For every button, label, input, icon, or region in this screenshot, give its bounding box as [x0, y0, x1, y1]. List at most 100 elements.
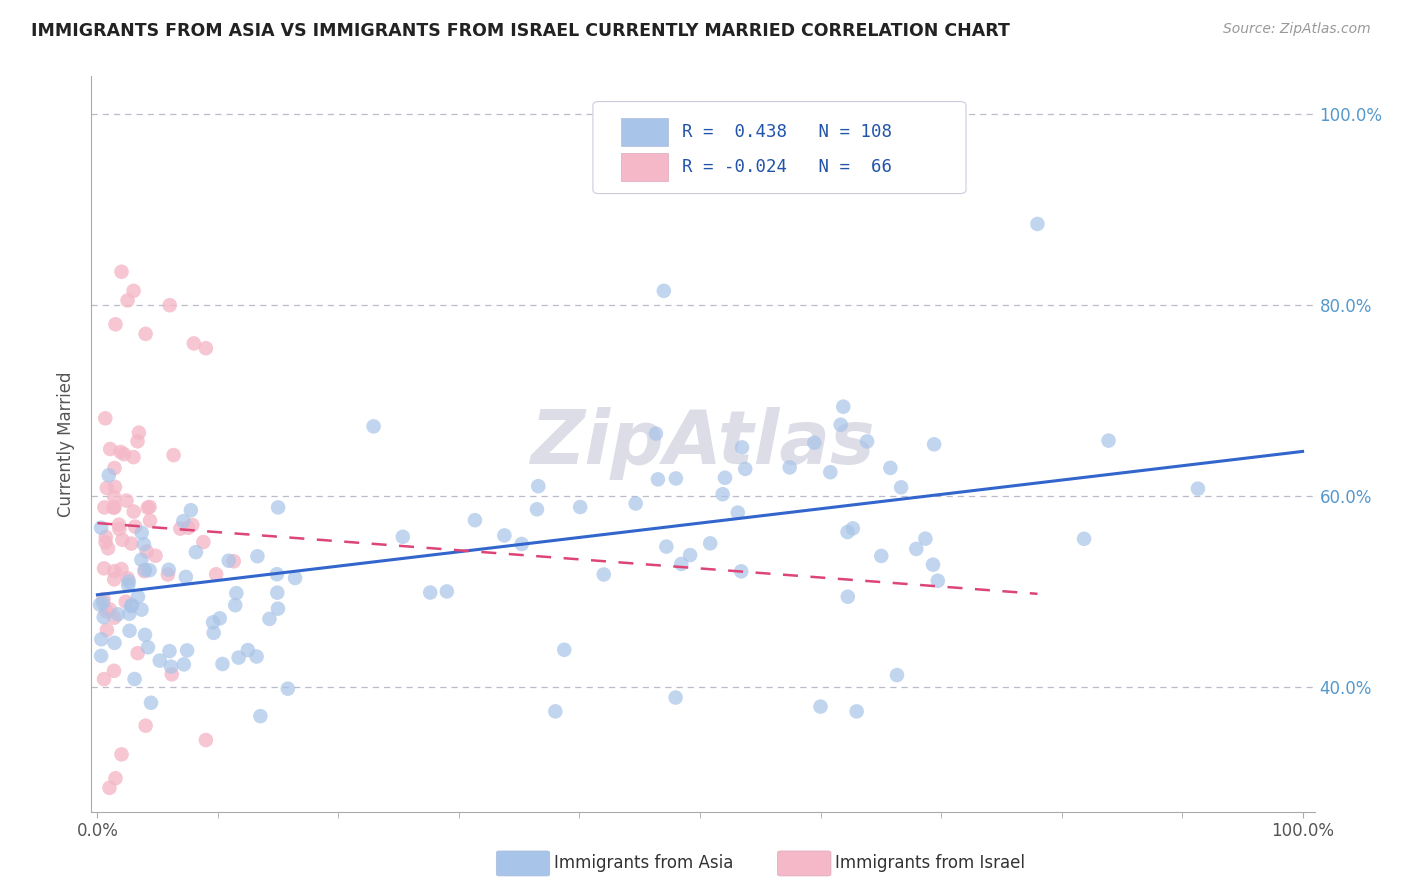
Point [118, 607, 141, 621]
Point [655, 540, 678, 554]
Point [117, 571, 139, 585]
Point [218, 554, 240, 568]
Text: Immigrants from Asia: Immigrants from Asia [554, 855, 734, 872]
Point [711, 487, 734, 501]
Point [104, 771, 127, 786]
Point [730, 565, 752, 579]
Point [122, 284, 145, 298]
Point [93, 610, 115, 624]
Point [131, 525, 153, 540]
Point [731, 441, 754, 455]
Point [592, 567, 614, 582]
Point [363, 419, 385, 434]
Point [156, 567, 179, 582]
Point [553, 642, 575, 657]
Point [97, 541, 120, 556]
Point [134, 564, 156, 578]
Point [870, 549, 893, 563]
Point [665, 690, 688, 705]
Point [162, 448, 184, 462]
Point [103, 461, 125, 475]
Point [93, 672, 115, 686]
Point [222, 554, 245, 568]
Point [103, 500, 125, 515]
Point [90, 521, 112, 535]
Point [837, 524, 859, 539]
Point [914, 532, 936, 546]
Point [93, 592, 115, 607]
Point [124, 519, 146, 533]
Point [436, 584, 458, 599]
Point [139, 696, 162, 710]
Point [159, 298, 181, 312]
Point [176, 643, 198, 657]
Point [647, 472, 669, 486]
Point [246, 549, 269, 564]
Point [922, 437, 945, 451]
Point [665, 471, 688, 485]
Point [90, 648, 112, 663]
Bar [621, 153, 668, 181]
Point [110, 562, 132, 576]
Point [886, 668, 908, 682]
Point [103, 500, 125, 515]
Point [96, 481, 118, 495]
Point [173, 657, 195, 672]
Point [267, 500, 290, 515]
Point [94, 411, 117, 425]
Point [905, 541, 928, 556]
Point [121, 598, 143, 612]
Point [138, 563, 160, 577]
Point [120, 536, 142, 550]
Point [117, 293, 139, 308]
Point [103, 573, 125, 587]
Point [94, 535, 117, 549]
Point [139, 514, 162, 528]
Point [174, 570, 197, 584]
Text: ZipAtlas: ZipAtlas [530, 408, 876, 480]
Point [837, 590, 859, 604]
Point [820, 465, 842, 479]
Point [202, 626, 225, 640]
Point [128, 425, 150, 440]
FancyBboxPatch shape [593, 102, 966, 194]
Text: Source: ZipAtlas.com: Source: ZipAtlas.com [1223, 22, 1371, 37]
Point [225, 586, 247, 600]
Point [89, 598, 111, 612]
Point [124, 672, 146, 686]
Point [108, 522, 131, 536]
Point [134, 563, 156, 577]
Text: Immigrants from Israel: Immigrants from Israel [835, 855, 1025, 872]
Point [245, 649, 267, 664]
Point [93, 561, 115, 575]
Point [111, 533, 134, 547]
Point [510, 537, 533, 551]
Point [927, 574, 949, 588]
Point [202, 615, 225, 630]
Point [890, 480, 912, 494]
Point [103, 610, 125, 624]
Point [112, 447, 135, 461]
Point [103, 664, 125, 678]
Point [1187, 482, 1209, 496]
Y-axis label: Currently Married: Currently Married [58, 371, 76, 516]
Point [131, 602, 153, 616]
Point [1026, 217, 1049, 231]
Point [832, 400, 855, 414]
Point [108, 517, 131, 532]
Point [134, 628, 156, 642]
Point [138, 500, 160, 514]
Point [810, 699, 832, 714]
Point [107, 607, 129, 622]
Point [104, 318, 127, 332]
Point [103, 564, 125, 578]
Point [90, 632, 112, 647]
Point [183, 336, 205, 351]
Point [259, 612, 281, 626]
Point [177, 521, 200, 535]
Point [132, 537, 155, 551]
Point [224, 598, 246, 612]
Text: IMMIGRANTS FROM ASIA VS IMMIGRANTS FROM ISRAEL CURRENTLY MARRIED CORRELATION CHA: IMMIGRANTS FROM ASIA VS IMMIGRANTS FROM … [31, 22, 1010, 40]
Point [172, 514, 194, 528]
Point [803, 435, 825, 450]
